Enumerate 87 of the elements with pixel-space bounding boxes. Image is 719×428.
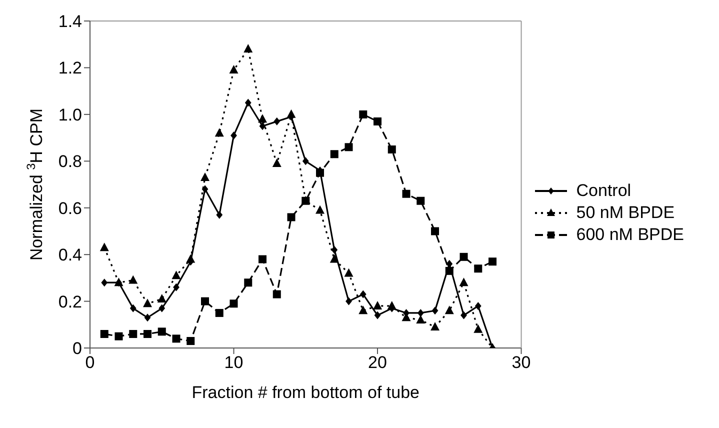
point (460, 252, 468, 261)
point (143, 298, 152, 308)
point (100, 330, 108, 338)
point (230, 300, 238, 308)
point (215, 308, 224, 317)
point (402, 190, 410, 198)
point (200, 172, 210, 181)
point (444, 306, 454, 314)
point (158, 304, 166, 312)
point (446, 260, 453, 268)
point (459, 278, 468, 286)
point (359, 110, 368, 118)
point (388, 145, 396, 154)
point (244, 98, 252, 107)
point (214, 128, 224, 137)
y-tick-label: 0 (72, 339, 82, 358)
point (186, 254, 196, 263)
point (244, 44, 253, 53)
point (488, 258, 497, 266)
point (417, 308, 424, 317)
point (172, 270, 181, 280)
legend-label: 50 nM BPDE (576, 203, 675, 223)
point (129, 330, 138, 338)
point (431, 227, 440, 236)
point (387, 300, 396, 310)
point (157, 294, 166, 302)
y-tick-label: 1.0 (58, 105, 82, 124)
point (474, 302, 482, 310)
point (230, 131, 237, 140)
point (128, 275, 138, 284)
point (360, 290, 366, 298)
y-tick-label: 0.8 (58, 152, 82, 172)
legend-label: 600 nM BPDE (576, 225, 684, 245)
x-tick-label: 10 (224, 353, 244, 372)
point (474, 264, 482, 273)
point (358, 306, 368, 314)
point (259, 122, 266, 130)
point (186, 336, 195, 345)
x-axis-title: Fraction # from bottom of tube (192, 383, 420, 402)
point (344, 268, 354, 277)
point (101, 278, 108, 287)
y-tick-label: 0.2 (58, 292, 82, 312)
x-tick-label: 0 (85, 353, 95, 372)
x-tick-label: 20 (368, 353, 387, 372)
y-tick-label: 0.6 (58, 198, 82, 218)
point (331, 246, 338, 254)
point (244, 278, 252, 287)
point (258, 255, 267, 264)
point (416, 196, 425, 205)
point (432, 306, 438, 315)
point (172, 334, 180, 343)
point (100, 242, 109, 252)
point (346, 297, 352, 306)
point (286, 109, 296, 118)
point (202, 185, 208, 194)
y-tick-label: 1.2 (58, 58, 82, 78)
point (274, 117, 280, 126)
point (302, 157, 309, 166)
point (460, 311, 467, 320)
point (229, 65, 238, 74)
y-tick-label: 0.4 (58, 246, 82, 265)
point (330, 150, 338, 158)
y-tick-label: 1.4 (58, 12, 82, 32)
point (316, 168, 324, 177)
point (330, 254, 339, 263)
point (344, 143, 353, 152)
point (216, 210, 223, 219)
point (374, 311, 381, 320)
point (272, 158, 282, 167)
point (144, 314, 151, 322)
point (158, 328, 166, 336)
point (287, 213, 296, 222)
point (258, 114, 268, 123)
x-tick-label: 30 (512, 353, 531, 372)
legend-label: Control (576, 181, 632, 201)
point (144, 330, 152, 338)
point (130, 304, 136, 312)
point (201, 297, 210, 306)
point (316, 205, 325, 214)
point (430, 322, 440, 330)
point (374, 117, 382, 126)
point (173, 283, 180, 292)
point (373, 300, 382, 310)
point (445, 266, 454, 275)
point (474, 324, 483, 333)
point (114, 332, 123, 340)
point (272, 290, 281, 298)
